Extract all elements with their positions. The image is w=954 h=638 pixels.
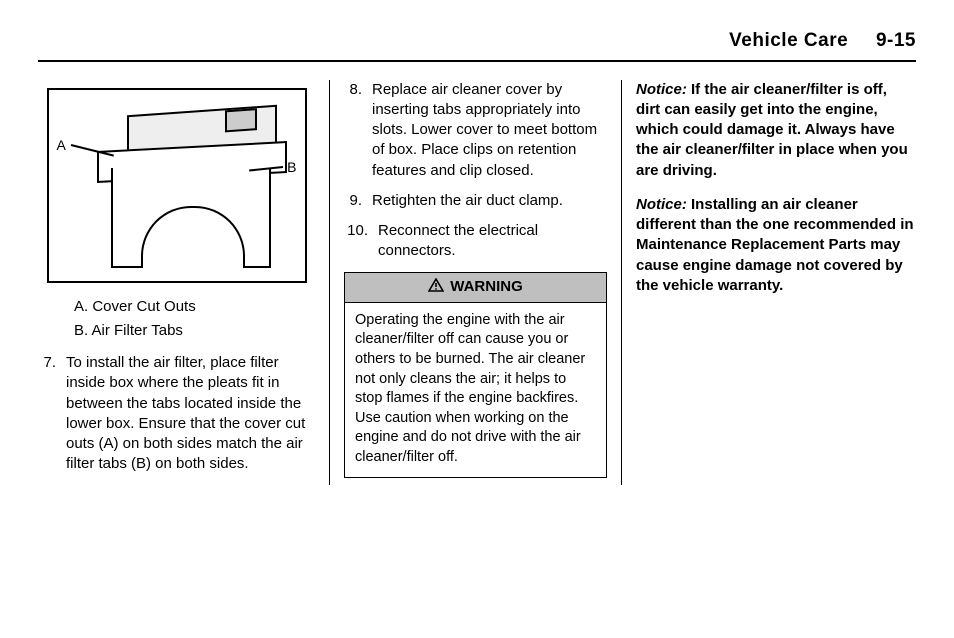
content-columns: A B A. Cover Cut Outs B. Air Filter Tabs… <box>38 80 916 485</box>
callout-b-label: B <box>287 158 296 177</box>
page-number: 9-15 <box>876 30 916 51</box>
warning-body: Operating the engine with the air cleane… <box>345 303 606 478</box>
warning-box: WARNING Operating the engine with the ai… <box>344 272 607 479</box>
column-1: A B A. Cover Cut Outs B. Air Filter Tabs… <box>38 80 330 485</box>
step-8: 8. Replace air cleaner cover by insertin… <box>344 80 607 181</box>
warning-header: WARNING <box>345 273 606 303</box>
step-9: 9. Retighten the air duct clamp. <box>344 191 607 211</box>
step-number: 7. <box>38 353 66 475</box>
figure-legend: A. Cover Cut Outs B. Air Filter Tabs <box>74 297 315 342</box>
warning-icon <box>428 278 444 298</box>
section-title: Vehicle Care <box>729 30 848 51</box>
column-2: 8. Replace air cleaner cover by insertin… <box>330 80 622 485</box>
figure-lower-box <box>111 168 271 268</box>
legend-a: A. Cover Cut Outs <box>74 297 315 317</box>
column-3: Notice: If the air cleaner/filter is off… <box>622 80 914 485</box>
notice-label: Notice: <box>636 81 687 98</box>
step-number: 10. <box>344 221 378 262</box>
step-text: Retighten the air duct clamp. <box>372 191 607 211</box>
step-number: 8. <box>344 80 372 181</box>
step-number: 9. <box>344 191 372 211</box>
notice-2: Notice: Installing an air cleaner differ… <box>636 195 914 296</box>
step-text: Reconnect the electrical connectors. <box>378 221 607 262</box>
notice-label: Notice: <box>636 196 687 213</box>
legend-b: B. Air Filter Tabs <box>74 321 315 341</box>
air-filter-figure: A B <box>47 88 307 283</box>
step-text: To install the air filter, place filter … <box>66 353 315 475</box>
steps-col2: 8. Replace air cleaner cover by insertin… <box>344 80 607 262</box>
warning-title: WARNING <box>450 278 523 295</box>
step-10: 10. Reconnect the electrical connectors. <box>344 221 607 262</box>
steps-col1: 7. To install the air filter, place filt… <box>38 353 315 475</box>
callout-a-label: A <box>57 136 66 155</box>
step-text: Replace air cleaner cover by inserting t… <box>372 80 607 181</box>
step-7: 7. To install the air filter, place filt… <box>38 353 315 475</box>
page-header: Vehicle Care 9-15 <box>38 28 916 62</box>
notice-1: Notice: If the air cleaner/filter is off… <box>636 80 914 181</box>
